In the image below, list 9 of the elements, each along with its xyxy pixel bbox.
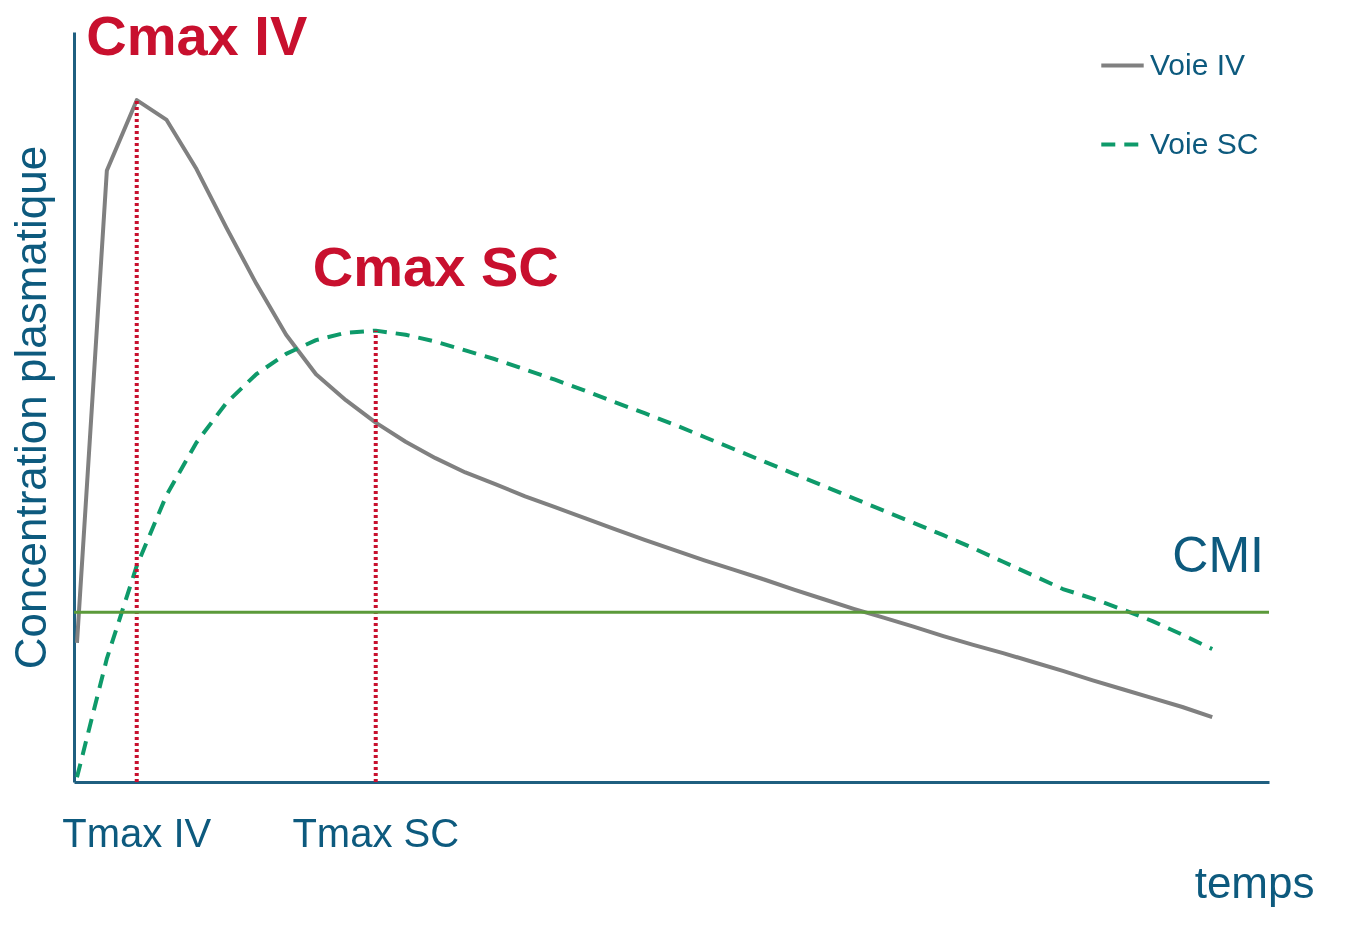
legend-label: Voie SC	[1150, 126, 1259, 160]
x-tick-label: Tmax IV	[62, 811, 212, 855]
legend-label: Voie IV	[1150, 47, 1246, 81]
x-tick-label: Tmax SC	[292, 811, 460, 855]
y-axis-title: Concentration plasmatique	[5, 145, 55, 670]
annotation: Cmax SC	[312, 234, 559, 298]
ref-line-label: CMI	[1172, 527, 1264, 584]
x-axis-title: temps	[1194, 857, 1315, 907]
annotation: Cmax IV	[86, 4, 308, 68]
